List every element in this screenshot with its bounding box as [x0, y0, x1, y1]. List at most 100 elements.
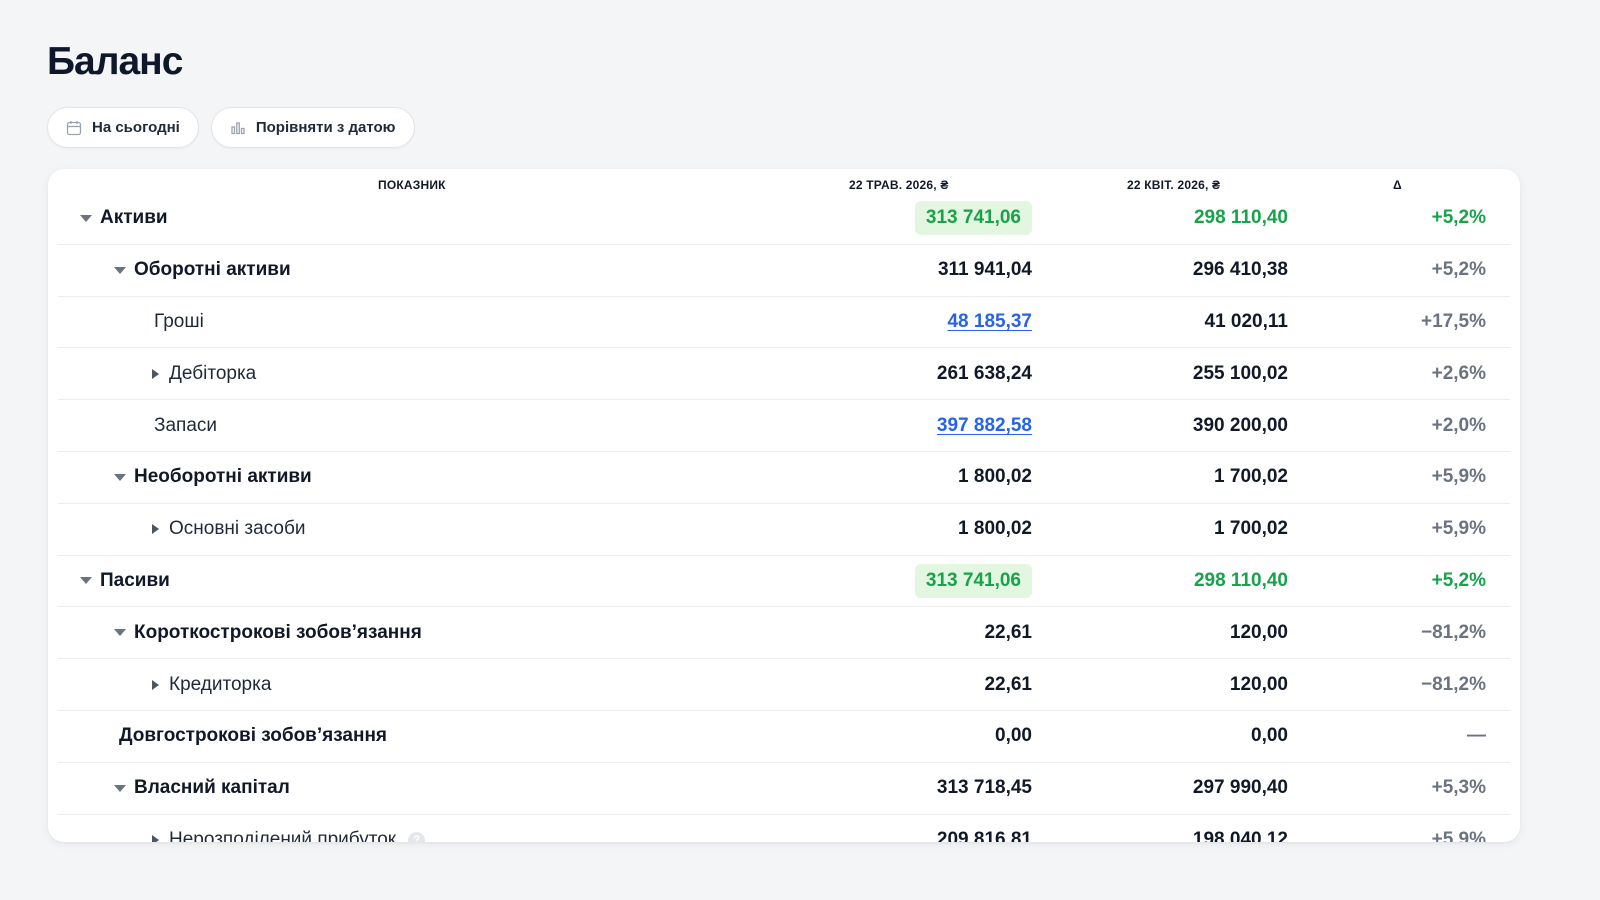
delta-value: +2,6% — [1431, 362, 1486, 384]
value-previous: 198 040,12 — [1192, 829, 1288, 842]
caret-down-icon[interactable] — [80, 214, 92, 222]
value-current: 209 816,81 — [937, 815, 1032, 842]
table-row[interactable]: Власний капітал 313 718,45 297 990,40 +5,3% — [58, 763, 1510, 815]
delta-value: −81,2% — [1421, 621, 1486, 643]
value-current: 22,61 — [984, 659, 1032, 710]
value-text: 311 941,04 — [937, 259, 1032, 281]
value-text: 261 638,24 — [936, 362, 1032, 384]
caret-right-icon[interactable] — [152, 368, 159, 379]
table-row[interactable]: Пасиви 313 741,06 298 110,40 +5,2% — [58, 556, 1510, 608]
caret-right-icon[interactable] — [152, 524, 159, 535]
column-header-delta[interactable]: Δ — [1393, 178, 1402, 192]
row-label: Запаси — [154, 414, 218, 436]
help-icon[interactable]: ? — [408, 831, 426, 842]
delta-value: +5,9% — [1431, 518, 1486, 540]
column-header-date2[interactable]: 22 КВІТ. 2026, ₴ — [1127, 178, 1221, 192]
caret-right-icon[interactable] — [152, 679, 159, 690]
row-label-cell: Власний капітал — [114, 763, 290, 814]
row-label: Необоротні активи — [134, 466, 312, 488]
value-link[interactable]: 397 882,58 — [936, 414, 1032, 436]
table-row[interactable]: Запаси 397 882,58 390 200,00 +2,0% — [58, 400, 1510, 452]
value-current: 313 741,06 — [914, 193, 1032, 244]
caret-right-icon[interactable] — [152, 835, 159, 842]
today-button-label: На сьогодні — [92, 119, 180, 136]
row-label: Нерозподілений прибуток — [169, 829, 397, 842]
row-label-cell: Необоротні активи — [114, 452, 312, 503]
value-text: 22,61 — [984, 673, 1032, 695]
table-row[interactable]: Активи 313 741,06 298 110,40 +5,2% — [58, 193, 1510, 245]
row-label: Пасиви — [100, 569, 170, 591]
bar-chart-icon — [230, 120, 246, 136]
table-row[interactable]: Гроші 48 185,37 41 020,11 +17,5% — [58, 297, 1510, 349]
row-label-cell: Кредиторка — [149, 659, 271, 710]
value-previous: 41 020,11 — [1204, 310, 1288, 332]
value-current: 22,61 — [984, 607, 1032, 658]
value-current: 1 800,02 — [958, 504, 1032, 555]
value-previous: 298 110,40 — [1193, 569, 1288, 591]
table-body: Активи 313 741,06 298 110,40 +5,2% Оборотні … — [58, 193, 1510, 842]
table-row[interactable]: Нерозподілений прибуток? 209 816,81 198 04… — [58, 815, 1510, 842]
value-link[interactable]: 48 185,37 — [947, 310, 1032, 332]
row-label-cell: Активи — [80, 193, 168, 244]
caret-down-icon[interactable] — [80, 577, 92, 585]
row-label: Довгострокові зобов’язання — [119, 725, 388, 747]
value-text: 1 800,02 — [958, 518, 1032, 540]
column-header-date1[interactable]: 22 ТРАВ. 2026, ₴ — [849, 178, 949, 192]
row-label-cell: Основні засоби — [149, 504, 305, 555]
highlighted-total-value: 313 741,06 — [914, 563, 1032, 598]
row-label-cell: Довгострокові зобов’язання — [119, 711, 387, 762]
caret-down-icon[interactable] — [114, 784, 126, 792]
value-previous: 297 990,40 — [1192, 777, 1288, 799]
value-previous: 0,00 — [1251, 725, 1288, 747]
table-row[interactable]: Основні засоби 1 800,02 1 700,02 +5,9% — [58, 504, 1510, 556]
table-row[interactable]: Необоротні активи 1 800,02 1 700,02 +5,9% — [58, 452, 1510, 504]
table-header: ПОКАЗНИК 22 ТРАВ. 2026, ₴ 22 КВІТ. 2026,… — [48, 169, 1520, 201]
value-previous: 120,00 — [1229, 621, 1288, 643]
value-current: 0,00 — [995, 711, 1032, 762]
table-row[interactable]: Довгострокові зобов’язання 0,00 0,00 — — [58, 711, 1510, 763]
calendar-icon — [66, 120, 82, 136]
value-previous: 298 110,40 — [1193, 207, 1288, 229]
row-label-cell: Пасиви — [80, 556, 170, 607]
caret-down-icon[interactable] — [114, 266, 126, 274]
value-previous: 1 700,02 — [1214, 466, 1288, 488]
toolbar: На сьогодні Порівняти з датою — [47, 107, 415, 148]
row-label: Кредиторка — [169, 673, 272, 695]
row-label-cell: Оборотні активи — [114, 245, 291, 296]
value-text: 0,00 — [995, 725, 1032, 747]
value-previous: 1 700,02 — [1214, 518, 1288, 540]
table-row[interactable]: Короткострокові зобов’язання 22,61 120,00 −… — [58, 607, 1510, 660]
compare-date-button-label: Порівняти з датою — [255, 119, 396, 136]
row-label-cell: Дебіторка — [149, 348, 256, 399]
balance-table: ПОКАЗНИК 22 ТРАВ. 2026, ₴ 22 КВІТ. 2026,… — [48, 169, 1520, 842]
table-row[interactable]: Кредиторка 22,61 120,00 −81,2% — [58, 659, 1510, 711]
value-text: 22,61 — [984, 621, 1032, 643]
value-current: 1 800,02 — [958, 452, 1032, 503]
highlighted-total-value: 313 741,06 — [914, 201, 1032, 236]
caret-down-icon[interactable] — [114, 629, 126, 637]
delta-value: +5,3% — [1431, 777, 1486, 799]
table-row[interactable]: Оборотні активи 311 941,04 296 410,38 +5,2% — [58, 245, 1510, 297]
value-current: 48 185,37 — [947, 297, 1032, 348]
today-button[interactable]: На сьогодні — [47, 107, 199, 148]
delta-value: +17,5% — [1421, 310, 1486, 332]
value-previous: 255 100,02 — [1192, 362, 1288, 384]
value-current: 313 718,45 — [937, 763, 1032, 814]
delta-value: +5,2% — [1431, 569, 1486, 591]
row-label-cell: Запаси — [154, 400, 217, 451]
column-header-indicator[interactable]: ПОКАЗНИК — [378, 178, 446, 192]
page-title: Баланс — [47, 40, 183, 83]
value-previous: 120,00 — [1229, 673, 1288, 695]
row-label: Короткострокові зобов’язання — [134, 621, 422, 643]
table-row[interactable]: Дебіторка 261 638,24 255 100,02 +2,6% — [58, 348, 1510, 401]
compare-date-button[interactable]: Порівняти з датою — [210, 107, 415, 148]
row-label-cell: Гроші — [154, 297, 204, 348]
row-label: Основні засоби — [169, 518, 306, 540]
row-label-cell: Нерозподілений прибуток? — [149, 815, 426, 842]
caret-down-icon[interactable] — [114, 473, 126, 481]
value-text: 313 718,45 — [936, 777, 1032, 799]
delta-value: +2,0% — [1431, 414, 1486, 436]
row-label: Гроші — [154, 310, 204, 332]
row-label: Дебіторка — [169, 362, 257, 384]
value-current: 397 882,58 — [937, 400, 1032, 451]
